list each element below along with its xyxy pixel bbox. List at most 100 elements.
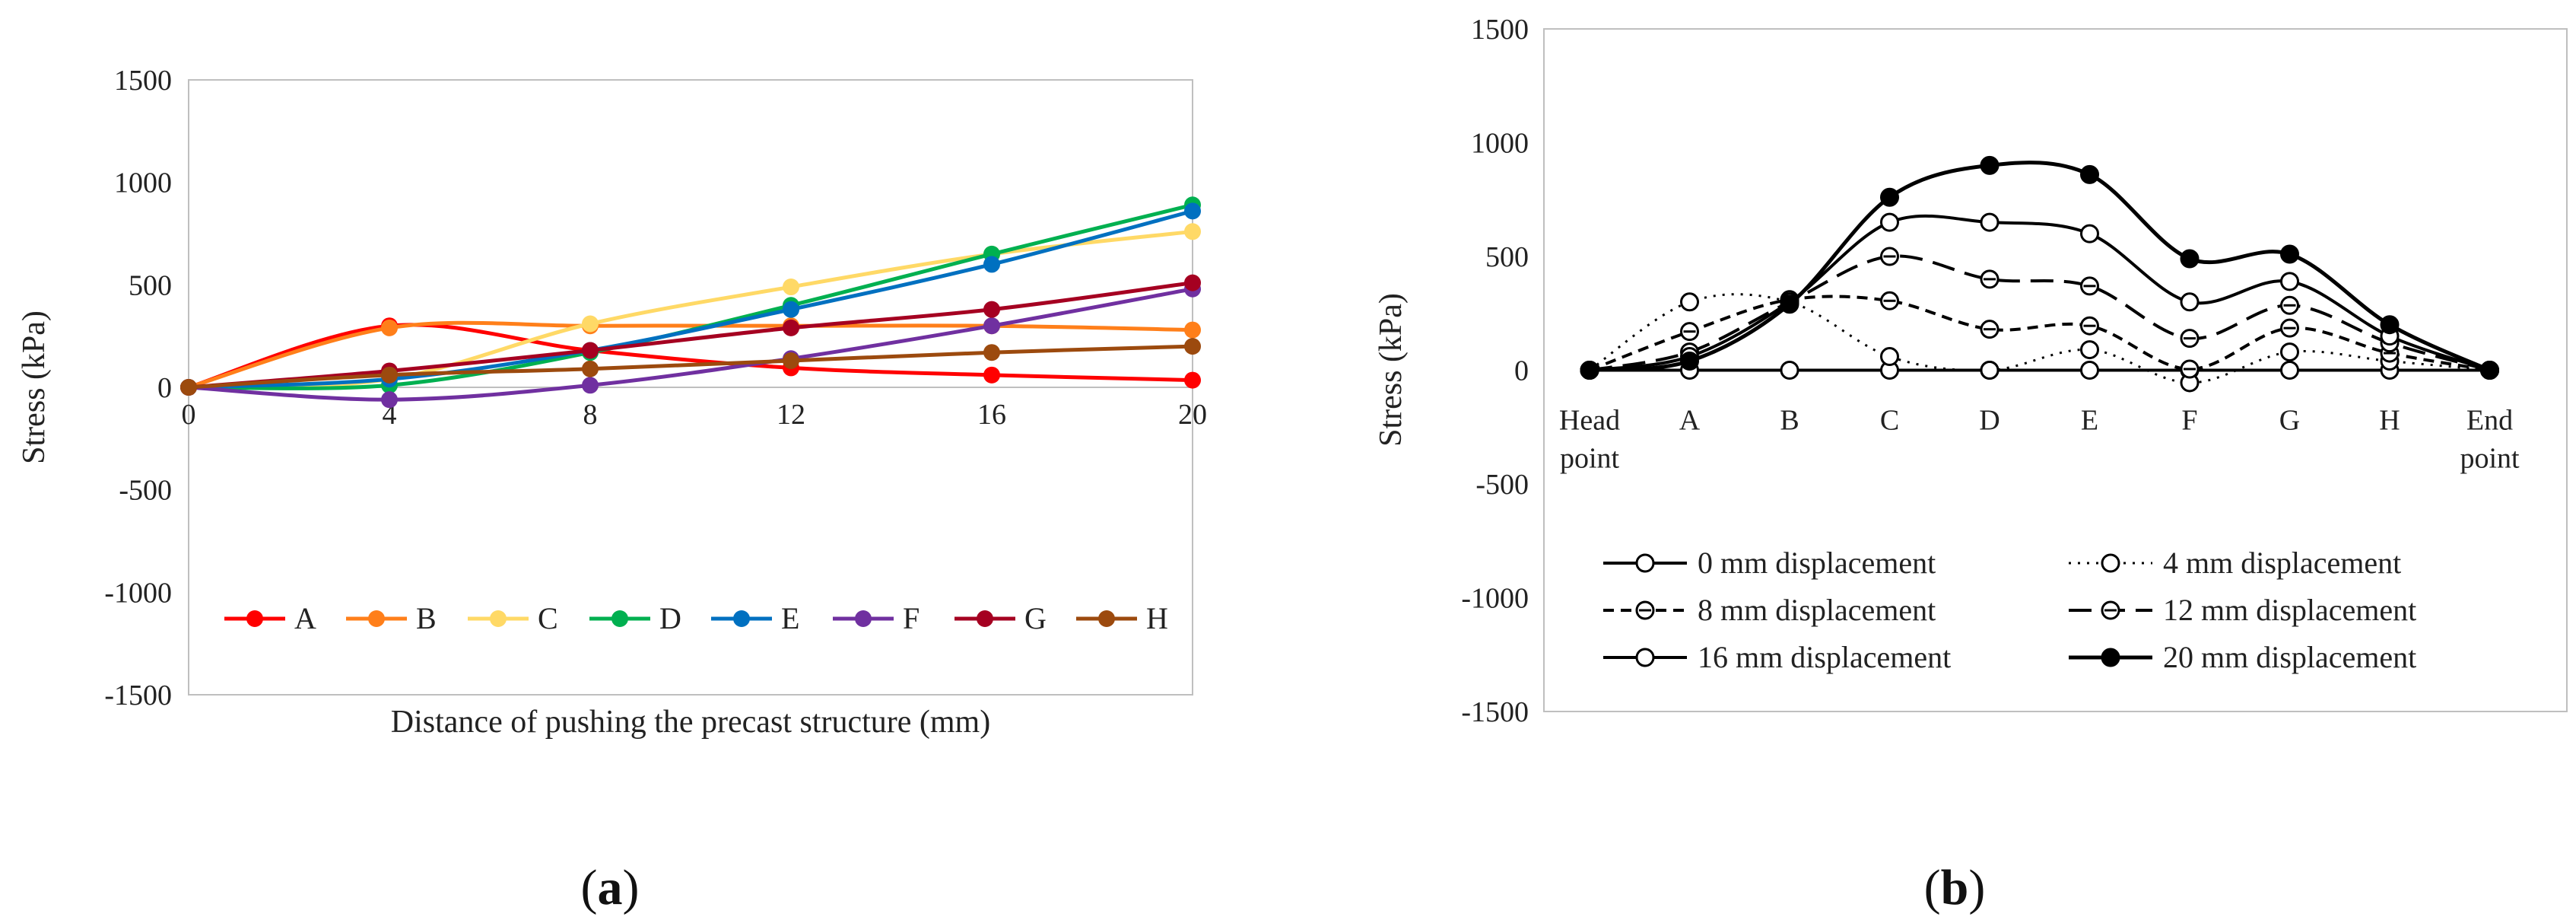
- chart-a-legend-marker: [1098, 610, 1115, 627]
- chart-a-point: [983, 301, 1000, 318]
- chart-b-xtick-label: A: [1679, 405, 1701, 437]
- chart-a-legend-label: E: [781, 601, 799, 635]
- chart-b-point: [1880, 212, 1899, 232]
- chart-a-point: [1184, 338, 1201, 355]
- chart-b-ytick-label: 1500: [1471, 14, 1529, 46]
- chart-a-ytick-label: -1000: [104, 577, 172, 609]
- chart-b-point: [2080, 361, 2099, 380]
- chart-b-legend-label: 8 mm displacement: [1698, 593, 1936, 627]
- chart-b-point: [2280, 244, 2299, 264]
- chart-a-point: [783, 319, 799, 336]
- chart-a-legend-label: B: [416, 601, 437, 635]
- chart-b-legend-marker: [2101, 648, 2120, 667]
- chart-a-legend-marker: [611, 610, 628, 627]
- chart-b-ytick-label: 0: [1514, 355, 1529, 387]
- chart-b-point: [2480, 361, 2499, 380]
- chart-a-series-line: [188, 209, 1193, 390]
- chart-b-ytick-label: -1500: [1461, 696, 1529, 728]
- chart-b-xtick-label: Head: [1559, 405, 1620, 437]
- chart-b-point: [1880, 347, 1899, 367]
- chart-b-point: [2280, 272, 2299, 291]
- chart-a-series-line: [188, 287, 1193, 402]
- chart-a-point: [582, 377, 599, 394]
- chart-a-legend-marker: [490, 610, 507, 627]
- panel-label-a-letter: a: [598, 860, 623, 915]
- chart-b-legend-label: 4 mm displacement: [2163, 546, 2401, 580]
- panel-label-a: (a): [581, 860, 640, 915]
- chart-b-point: [1980, 361, 1999, 380]
- chart-b-point: [2180, 249, 2200, 269]
- chart-b-point: [1780, 294, 1799, 314]
- chart-a-legend-label: C: [538, 601, 558, 635]
- chart-b-point: [2080, 340, 2099, 360]
- panel-label-b: (b): [1924, 860, 1986, 915]
- chart-b-point: [1980, 212, 1999, 232]
- chart-a-point: [1184, 274, 1201, 291]
- chart-a-xtick-label: 8: [583, 399, 598, 431]
- chart-b-legend-label: 16 mm displacement: [1698, 640, 1951, 674]
- chart-a-series-line: [188, 320, 1193, 390]
- chart-a-point: [582, 342, 599, 359]
- chart-b-legend-label: 0 mm displacement: [1698, 546, 1936, 580]
- chart-b-point: [2280, 361, 2299, 380]
- chart-b-ytick-label: -500: [1475, 469, 1529, 501]
- chart-a-point: [582, 360, 599, 377]
- chart-a-xtick-label: 0: [182, 399, 196, 431]
- chart-b-legend-marker: [1635, 553, 1655, 573]
- chart-b-xtick-label: D: [1979, 405, 1999, 437]
- chart-b-point: [1680, 292, 1699, 312]
- chart-a-legend-marker: [855, 610, 872, 627]
- chart-b-axes: 1500 1000 500 0 -500 -1000 -1500 Head point A B C D E…: [1461, 14, 2520, 728]
- chart-b-xtick-label: point: [2460, 443, 2520, 475]
- chart-b-legend-label: 20 mm displacement: [2163, 640, 2416, 674]
- chart-a-point: [983, 344, 1000, 361]
- chart-b-ylabel: Stress (kPa): [1374, 293, 1409, 447]
- plot-area-b: [1543, 28, 2568, 712]
- chart-a-legend-label: A: [294, 601, 316, 635]
- chart-a-point: [783, 279, 799, 296]
- chart-a-xtick-label: 16: [977, 399, 1006, 431]
- chart-a-ytick-label: -1500: [104, 680, 172, 711]
- chart-a-ylabel: Stress (kPa): [17, 310, 52, 464]
- chart-b-xtick-label: point: [1560, 443, 1620, 475]
- chart-b-point: [1680, 352, 1699, 371]
- chart-b-point: [2080, 224, 2099, 244]
- chart-a-legend-marker: [246, 610, 263, 627]
- chart-a-legend-label: F: [903, 601, 920, 635]
- chart-a-point: [381, 366, 398, 384]
- chart-b-ytick-label: -1000: [1461, 583, 1529, 615]
- chart-a-ytick-label: -500: [119, 475, 172, 507]
- chart-a-ytick-label: 1500: [114, 65, 172, 97]
- chart-a-legend-label: G: [1024, 601, 1047, 635]
- chart-a-point: [381, 319, 398, 336]
- chart-a-series-line: [188, 323, 1193, 390]
- chart-a-ytick-label: 500: [129, 269, 172, 301]
- chart-a-point: [180, 379, 197, 396]
- chart-a-legend-marker: [368, 610, 385, 627]
- chart-a-point: [1184, 371, 1201, 389]
- chart-a-xtick-label: 20: [1178, 399, 1207, 431]
- chart-b-point: [2180, 292, 2200, 312]
- chart-b-series-line: [1589, 294, 2490, 372]
- chart-b-xtick-label: G: [2279, 405, 2300, 437]
- chart-b-legend-label: 12 mm displacement: [2163, 593, 2416, 627]
- chart-a-point: [582, 315, 599, 333]
- chart-b-series-line: [1589, 214, 2491, 372]
- chart-b-ytick-label: 500: [1485, 241, 1529, 273]
- chart-a-xtick-label: 12: [777, 399, 805, 431]
- chart-a-legend-label: H: [1146, 601, 1168, 635]
- chart-a-legend-label: D: [659, 601, 681, 635]
- chart-a-ytick-label: 0: [157, 372, 172, 404]
- chart-b-xtick-label: F: [2181, 405, 2197, 437]
- chart-a-point: [983, 317, 1000, 335]
- chart-b-xtick-label: H: [2379, 405, 2400, 437]
- chart-b-point: [1980, 155, 1999, 175]
- chart-b-point: [1880, 187, 1899, 207]
- chart-a-point: [983, 256, 1000, 273]
- chart-a-legend-marker: [977, 610, 993, 627]
- chart-b-series-line: [1589, 254, 2491, 372]
- chart-b-xtick-label: C: [1880, 405, 1899, 437]
- chart-b-ytick-label: 1000: [1471, 128, 1529, 160]
- chart-a-series-line: [188, 344, 1193, 390]
